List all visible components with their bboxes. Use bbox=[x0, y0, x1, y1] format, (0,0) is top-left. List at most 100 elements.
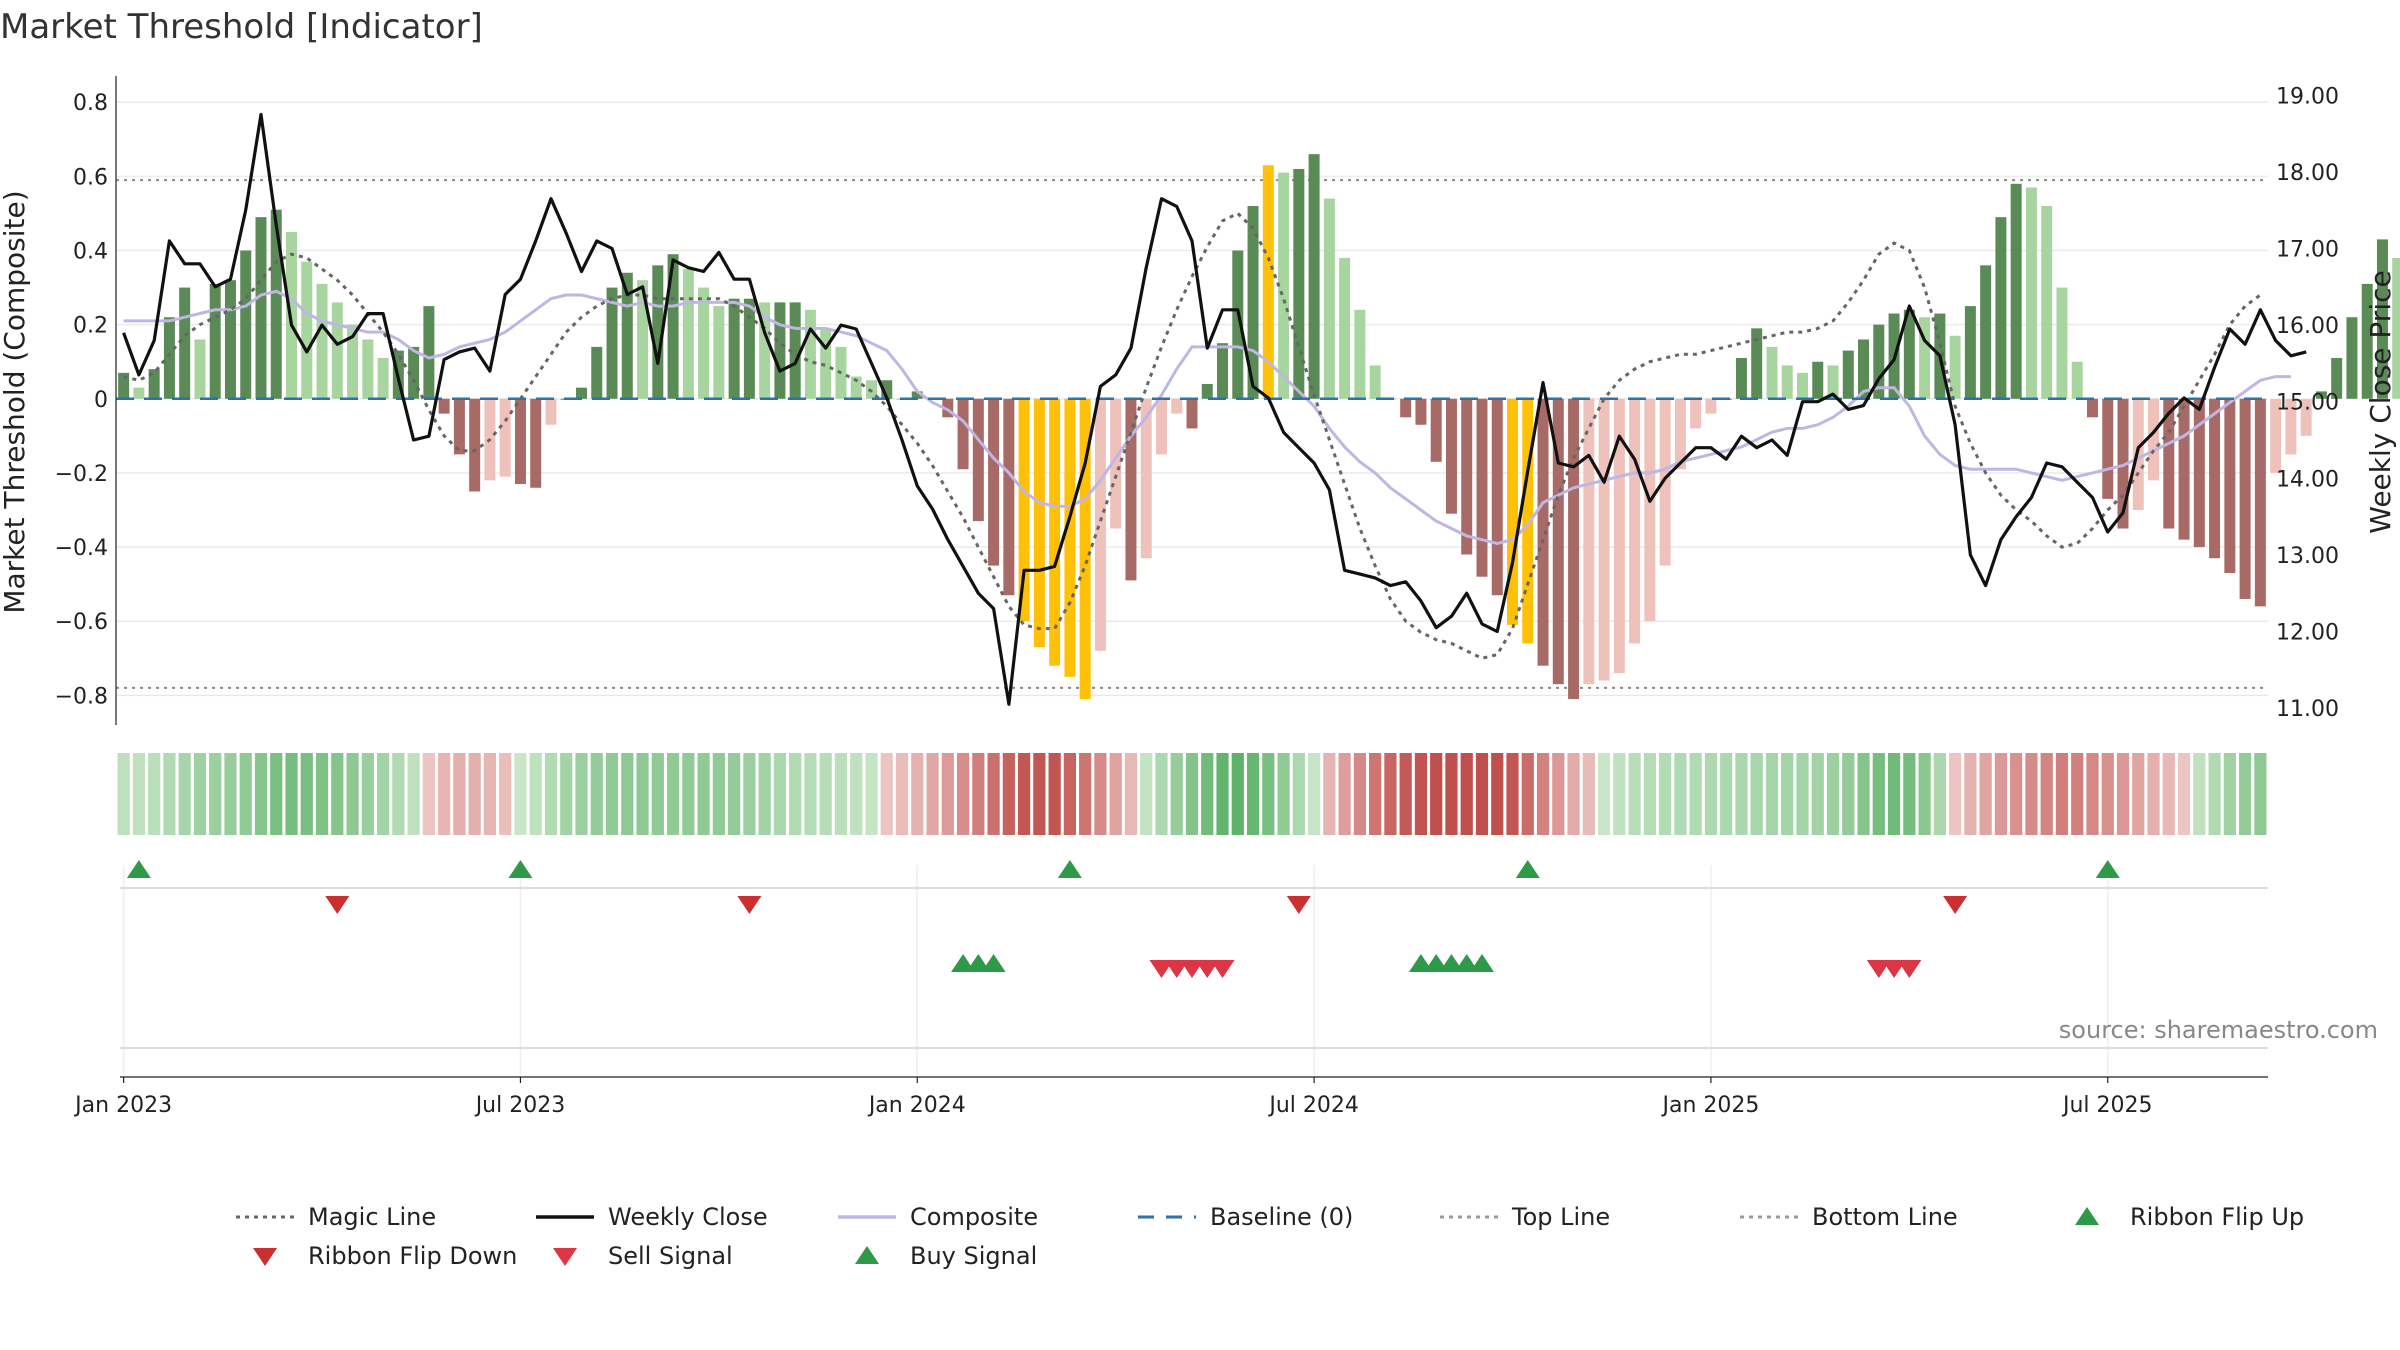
legend-label: Composite bbox=[910, 1203, 1038, 1231]
x-tick-label: Jan 2025 bbox=[1660, 1093, 1759, 1118]
ribbon-cell bbox=[1033, 753, 1046, 835]
ribbon-cell bbox=[1659, 753, 1672, 835]
histogram-bar bbox=[347, 324, 359, 399]
ribbon-cell bbox=[544, 753, 558, 835]
histogram-bar bbox=[1171, 398, 1183, 414]
x-tick-label: Jul 2024 bbox=[1267, 1093, 1359, 1118]
histogram-bar bbox=[850, 376, 862, 399]
ribbon-cell bbox=[148, 753, 161, 835]
histogram-bar bbox=[1110, 398, 1122, 529]
histogram-bar bbox=[2025, 187, 2037, 399]
histogram-bar bbox=[789, 302, 801, 399]
histogram-bar bbox=[1125, 398, 1137, 581]
histogram-bar bbox=[1613, 398, 1625, 674]
y-left-tick-label: 0.8 bbox=[73, 91, 108, 116]
ribbon-flip-up-marker bbox=[1515, 860, 1540, 878]
legend-item: Bottom Line bbox=[1740, 1203, 1958, 1231]
ribbon-flip-up-marker bbox=[126, 860, 151, 878]
ribbon-cell bbox=[1109, 753, 1122, 835]
ribbon-cell bbox=[2132, 753, 2145, 835]
legend-swatch bbox=[2075, 1207, 2099, 1225]
ribbon-cell bbox=[117, 753, 130, 835]
ribbon-cell bbox=[392, 753, 405, 835]
ribbon-cell bbox=[1536, 753, 1550, 835]
histogram-bar bbox=[1690, 398, 1702, 429]
histogram-bar bbox=[1217, 343, 1229, 399]
histogram-bar bbox=[2392, 257, 2400, 399]
histogram-bar bbox=[621, 272, 633, 399]
ribbon-cell bbox=[270, 753, 283, 835]
histogram-bar bbox=[499, 398, 511, 477]
ribbon-cell bbox=[1887, 753, 1901, 835]
histogram-bar bbox=[2056, 287, 2068, 399]
buy-signal-marker bbox=[1408, 954, 1433, 972]
ribbon-cell bbox=[773, 753, 787, 835]
histogram-bar bbox=[743, 298, 755, 399]
ribbon-flip-down-marker bbox=[325, 896, 350, 914]
x-tick-label: Jan 2024 bbox=[867, 1093, 966, 1118]
ribbon-cell bbox=[1094, 753, 1107, 835]
histogram-bar bbox=[530, 398, 542, 488]
histogram-bar bbox=[1995, 217, 2007, 399]
histogram-bar bbox=[2331, 358, 2343, 399]
ribbon-cell bbox=[789, 753, 802, 835]
histogram-bar bbox=[957, 398, 969, 470]
histogram-bar bbox=[972, 398, 984, 522]
ribbon-cell bbox=[1567, 753, 1580, 835]
histogram-bar bbox=[881, 380, 893, 399]
ribbon-cell bbox=[1140, 753, 1153, 835]
ribbon-cell bbox=[1201, 753, 1214, 835]
ribbon-cell bbox=[163, 753, 176, 835]
histogram-bar bbox=[1674, 398, 1686, 470]
ribbon-cell bbox=[1231, 753, 1244, 835]
ribbon-cell bbox=[1185, 753, 1199, 835]
sell-signal-marker bbox=[1897, 960, 1922, 978]
ribbon-cell bbox=[254, 753, 268, 835]
histogram-bar bbox=[1400, 398, 1412, 418]
ribbon-flip-up-marker bbox=[2095, 860, 2120, 878]
ribbon-cell bbox=[2177, 753, 2191, 835]
histogram-bar bbox=[1003, 398, 1015, 596]
legend-label: Bottom Line bbox=[1812, 1203, 1958, 1231]
legend-label: Ribbon Flip Up bbox=[2130, 1203, 2304, 1231]
ribbon-cell bbox=[438, 753, 451, 835]
ribbon-cell bbox=[956, 753, 970, 835]
histogram-bar bbox=[1583, 398, 1595, 685]
histogram-bar bbox=[224, 280, 236, 399]
ribbon-cell bbox=[2254, 753, 2267, 835]
histogram-bar bbox=[2071, 361, 2083, 399]
ribbon-cell bbox=[1155, 753, 1168, 835]
histogram-bar bbox=[2361, 283, 2373, 399]
histogram-bar bbox=[163, 317, 175, 399]
histogram-bar bbox=[911, 391, 923, 399]
buy-signal-marker bbox=[1454, 954, 1479, 972]
ribbon-cell bbox=[1491, 753, 1504, 835]
ribbon-cell bbox=[2208, 753, 2221, 835]
ribbon-cell bbox=[941, 753, 954, 835]
ribbon-cell bbox=[1384, 753, 1397, 835]
histogram-bar bbox=[2178, 398, 2190, 540]
ribbon-cell bbox=[1506, 753, 1519, 835]
histogram-bar bbox=[820, 328, 832, 399]
legend-item: Buy Signal bbox=[855, 1242, 1037, 1270]
histogram-bar bbox=[301, 261, 313, 399]
y-left-tick-label: 0.4 bbox=[73, 240, 108, 265]
histogram-bar bbox=[1247, 206, 1259, 399]
ribbon-cell bbox=[560, 753, 573, 835]
histogram-bar bbox=[377, 358, 389, 399]
ribbon-cell bbox=[1872, 753, 1885, 835]
ribbon-cell bbox=[2101, 753, 2114, 835]
ribbon-cell bbox=[1689, 753, 1702, 835]
histogram-bar bbox=[1659, 398, 1671, 566]
histogram-bar bbox=[1644, 398, 1656, 622]
ribbon-cell bbox=[1597, 753, 1611, 835]
histogram-bar bbox=[1079, 398, 1091, 700]
x-tick-label: Jul 2025 bbox=[2061, 1093, 2153, 1118]
ribbon-cell bbox=[422, 753, 435, 835]
ribbon-cell bbox=[1277, 753, 1290, 835]
histogram-bar bbox=[1430, 398, 1442, 462]
ribbon-cell bbox=[315, 753, 329, 835]
ribbon-cell bbox=[1079, 753, 1092, 835]
sell-signal-marker bbox=[1866, 960, 1891, 978]
